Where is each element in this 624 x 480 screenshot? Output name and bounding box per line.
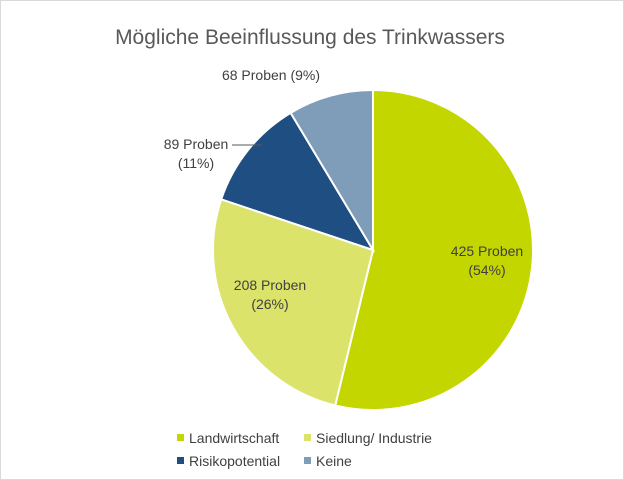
legend: Landwirtschaft Siedlung/ Industrie Risikop… [177,430,432,469]
slice-label-keine: 68 Proben (9%) [222,67,320,83]
pie-slice-risikopotential [219,111,376,252]
slice-label-landwirtschaft: 425 Proben [451,243,523,259]
legend-entry-keine: Keine [316,453,352,469]
legend-swatch-siedlung-industrie [304,434,311,441]
slice-percent-risikopotential: (11%) [178,155,214,171]
pie-slices [212,88,534,411]
legend-entry-landwirtschaft: Landwirtschaft [189,430,279,446]
slice-label-siedlung-industrie: 208 Proben [234,277,306,293]
legend-swatch-risikopotential [177,457,184,464]
slice-percent-landwirtschaft: (54%) [468,262,505,278]
pie-slice-landwirtschaft [333,88,534,411]
legend-swatch-keine [304,457,311,464]
legend-entry-risikopotential: Risikopotential [189,453,280,469]
slice-labels: 425 Proben (54%) 208 Proben (26%) 89 Proben (… [164,67,524,312]
slice-percent-siedlung-industrie: (26%) [251,296,288,312]
chart-title: Mögliche Beeinflussung des Trinkwassers [115,26,505,49]
pie-slice-keine [289,88,374,254]
legend-swatch-landwirtschaft [177,434,184,441]
pie-slice-siedlung-industrie [212,198,375,407]
slice-label-risikopotential: 89 Proben [164,136,229,152]
legend-entry-siedlung-industrie: Siedlung/ Industrie [316,430,432,446]
